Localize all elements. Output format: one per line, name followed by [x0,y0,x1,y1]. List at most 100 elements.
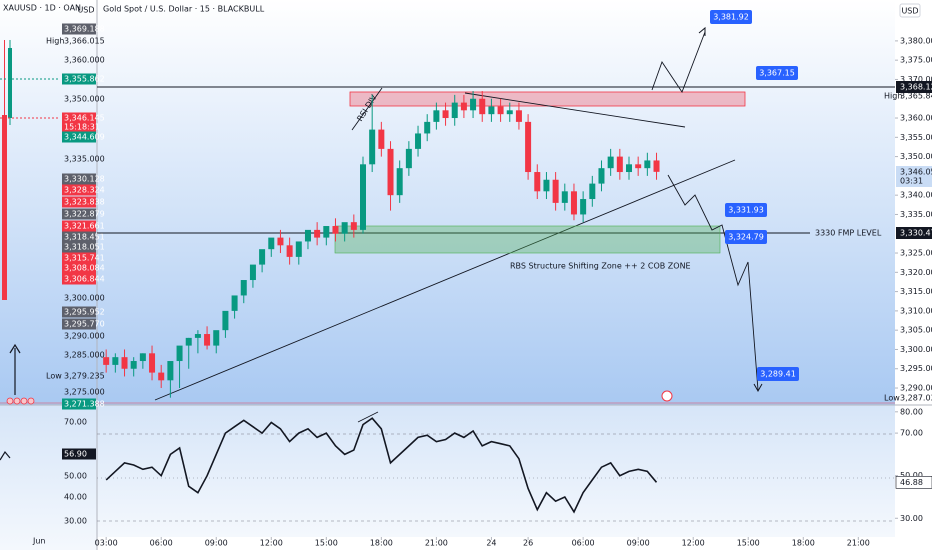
left-label: 3,335.000 [64,155,105,164]
candle-body [268,237,275,250]
x-tick-label: 18:00 [792,539,815,548]
candle-body [497,106,504,115]
y-tick-label: 50.00 [900,471,923,480]
target-box [725,230,767,244]
event-icon[interactable] [661,390,673,402]
trendline [154,159,736,401]
candle-body [488,106,495,115]
left-label-box [62,220,96,232]
x-tick-label: 09:00 [627,539,650,548]
left-rsi-bg [0,405,97,550]
x-tick-label: 06:00 [150,539,173,548]
left-currency: USD [77,6,94,15]
y-tick-label: 3,375.000 [900,56,932,65]
level-box [896,227,932,239]
left-label: 3,355.862 [64,75,105,84]
left-label: 3,346.145 [64,114,105,123]
currency-box[interactable] [899,3,921,18]
x-tick-label: 24 [486,539,496,548]
candle-body [185,337,192,346]
candle-body [626,164,632,173]
left-label: 3,330.128 [64,175,105,184]
candle-body [341,222,348,234]
candle-body [433,110,440,122]
mini-rsi [0,450,11,461]
level-label: 3,330.47 [900,229,932,238]
price-axis-labels: 3,368.12 High 3,365.84 3,346.05 03:31 3,… [884,81,932,403]
left-label: 3,350.000 [64,95,105,104]
drawings: RSI DIV RBS Structure Shifting Zone ++ 2… [97,26,895,423]
left-label-box [62,196,96,208]
candle-body [259,249,266,265]
rsi-line [105,417,658,514]
left-label: 3,344.609 [64,133,105,142]
candle-body [231,295,238,311]
rsi-panel-bg [97,405,895,537]
y-tick-label: 3,340.000 [900,191,932,200]
candle-body [460,102,467,111]
y-tick-label: 3,290.000 [900,384,932,393]
left-mini-chart: XAUUSD · 1D · OAN USD High Low Jun [0,4,95,546]
left-label: 30.00 [64,517,87,526]
low-tag: Low [884,394,900,403]
target-label: 3,381.92 [713,13,749,22]
left-label-box [62,121,96,133]
left-label: 3,271.388 [64,400,105,409]
candle-body [644,160,651,169]
left-label: 3,295.770 [64,320,105,329]
y-tick-label: 3,310.000 [900,306,932,315]
left-label: 3,321.661 [64,222,105,231]
left-label-box [62,306,96,318]
rsi-div-line [357,411,379,423]
y-tick-label: 30.00 [900,514,923,523]
x-tick-label: 21:00 [847,539,870,548]
left-label-box [62,398,96,410]
candle-body [451,102,458,119]
candle-body [607,156,614,169]
candle-body [570,191,577,215]
target-box [756,66,798,80]
candle-body [525,121,532,173]
left-label: 3,300.000 [64,294,105,303]
left-label-box [62,231,96,243]
mini-arrowhead [9,343,21,354]
x-tick-label: 06:00 [572,539,595,548]
left-label-box [62,208,96,220]
left-label: 3,323.838 [64,198,105,207]
candle-body [323,226,330,238]
x-tick-label: 21:00 [425,539,448,548]
current-box [896,166,932,187]
candle-body [589,183,596,200]
y-tick-label: 3,320.000 [900,268,932,277]
candle-body [515,110,522,122]
fmp-label: 3330 FMP LEVEL [815,229,882,238]
y-tick-label: 3,335.000 [900,210,932,219]
y-tick-label: 3,380.000 [900,36,932,45]
left-low: Low [46,372,62,381]
left-label-box [62,184,96,196]
left-label-box [62,318,96,330]
candle-body [378,129,385,149]
left-label-box [62,241,96,253]
left-label: 3,318.451 [64,233,105,242]
left-label: 3,318.051 [64,243,105,252]
candle-body [204,334,211,346]
candle-body [442,110,449,119]
y-tick-label: 3,300.000 [900,345,932,354]
left-label: 56.90 [64,450,87,459]
candle-body [598,168,605,184]
y-tick-label: 3,315.000 [900,287,932,296]
chart-title: Gold Spot / U.S. Dollar · 15 · BLACKBULL [103,5,265,14]
left-label-box [62,112,96,124]
rsi-current-box [895,476,932,489]
target-label: 3,331.93 [728,206,764,215]
x-tick-label: 12:00 [682,539,705,548]
candle-body [121,357,128,369]
left-label: 3,275.000 [64,388,105,397]
path-up [651,31,706,93]
left-label-box [62,262,96,274]
left-label: 40.00 [64,493,87,502]
y-tick-label: 3,350.000 [900,152,932,161]
candle-body [194,334,201,338]
candle-body [396,168,403,196]
